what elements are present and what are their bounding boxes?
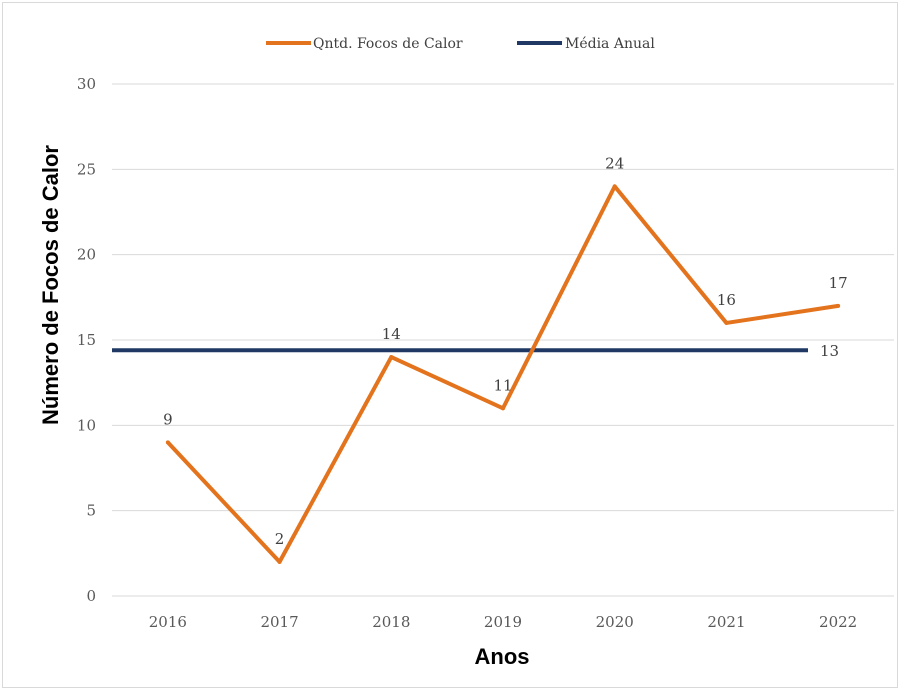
x-tick-label: 2022 <box>819 613 857 631</box>
y-tick-label: 25 <box>77 160 96 178</box>
y-tick-label: 30 <box>77 75 96 93</box>
series-line-focos <box>166 184 839 564</box>
y-tick-label: 15 <box>77 331 96 349</box>
data-point-focos <box>836 303 841 308</box>
legend-label-1: Média Anual <box>565 36 655 52</box>
legend: Qntd. Focos de Calor Média Anual <box>266 36 655 52</box>
data-point-focos <box>165 440 170 445</box>
y-axis-ticks: 0 5 10 15 20 25 30 <box>77 75 96 605</box>
y-axis-title: Número de Focos de Calor <box>38 145 63 425</box>
x-axis-ticks: 2016 2017 2018 2019 2020 2021 2022 <box>149 613 857 631</box>
data-labels: 13 9 2 14 11 24 16 17 <box>163 154 848 547</box>
y-tick-label: 0 <box>86 587 96 605</box>
data-label-focos: 2 <box>275 530 285 548</box>
data-point-focos <box>389 355 394 360</box>
data-label-focos: 17 <box>829 274 848 292</box>
legend-label-0: Qntd. Focos de Calor <box>313 36 463 52</box>
y-tick-label: 5 <box>86 502 96 520</box>
data-label-focos: 11 <box>493 376 512 394</box>
data-point-focos <box>724 320 729 325</box>
x-tick-label: 2019 <box>484 613 522 631</box>
data-label-focos: 9 <box>163 410 173 428</box>
x-tick-label: 2017 <box>260 613 298 631</box>
y-tick-label: 20 <box>77 246 96 264</box>
x-tick-label: 2018 <box>372 613 410 631</box>
y-tick-label: 10 <box>77 416 96 434</box>
x-tick-label: 2021 <box>707 613 745 631</box>
data-point-focos <box>501 406 505 411</box>
data-point-focos <box>277 559 282 564</box>
x-axis-title: Anos <box>475 644 530 669</box>
x-tick-label: 2020 <box>596 613 634 631</box>
x-tick-label: 2016 <box>149 613 187 631</box>
data-label-focos: 16 <box>717 291 736 309</box>
data-label-focos: 14 <box>382 325 401 343</box>
gridlines <box>112 83 894 597</box>
data-label-media: 13 <box>820 342 839 360</box>
series-layer <box>112 184 841 564</box>
data-point-focos <box>612 184 617 189</box>
data-label-focos: 24 <box>605 154 624 172</box>
